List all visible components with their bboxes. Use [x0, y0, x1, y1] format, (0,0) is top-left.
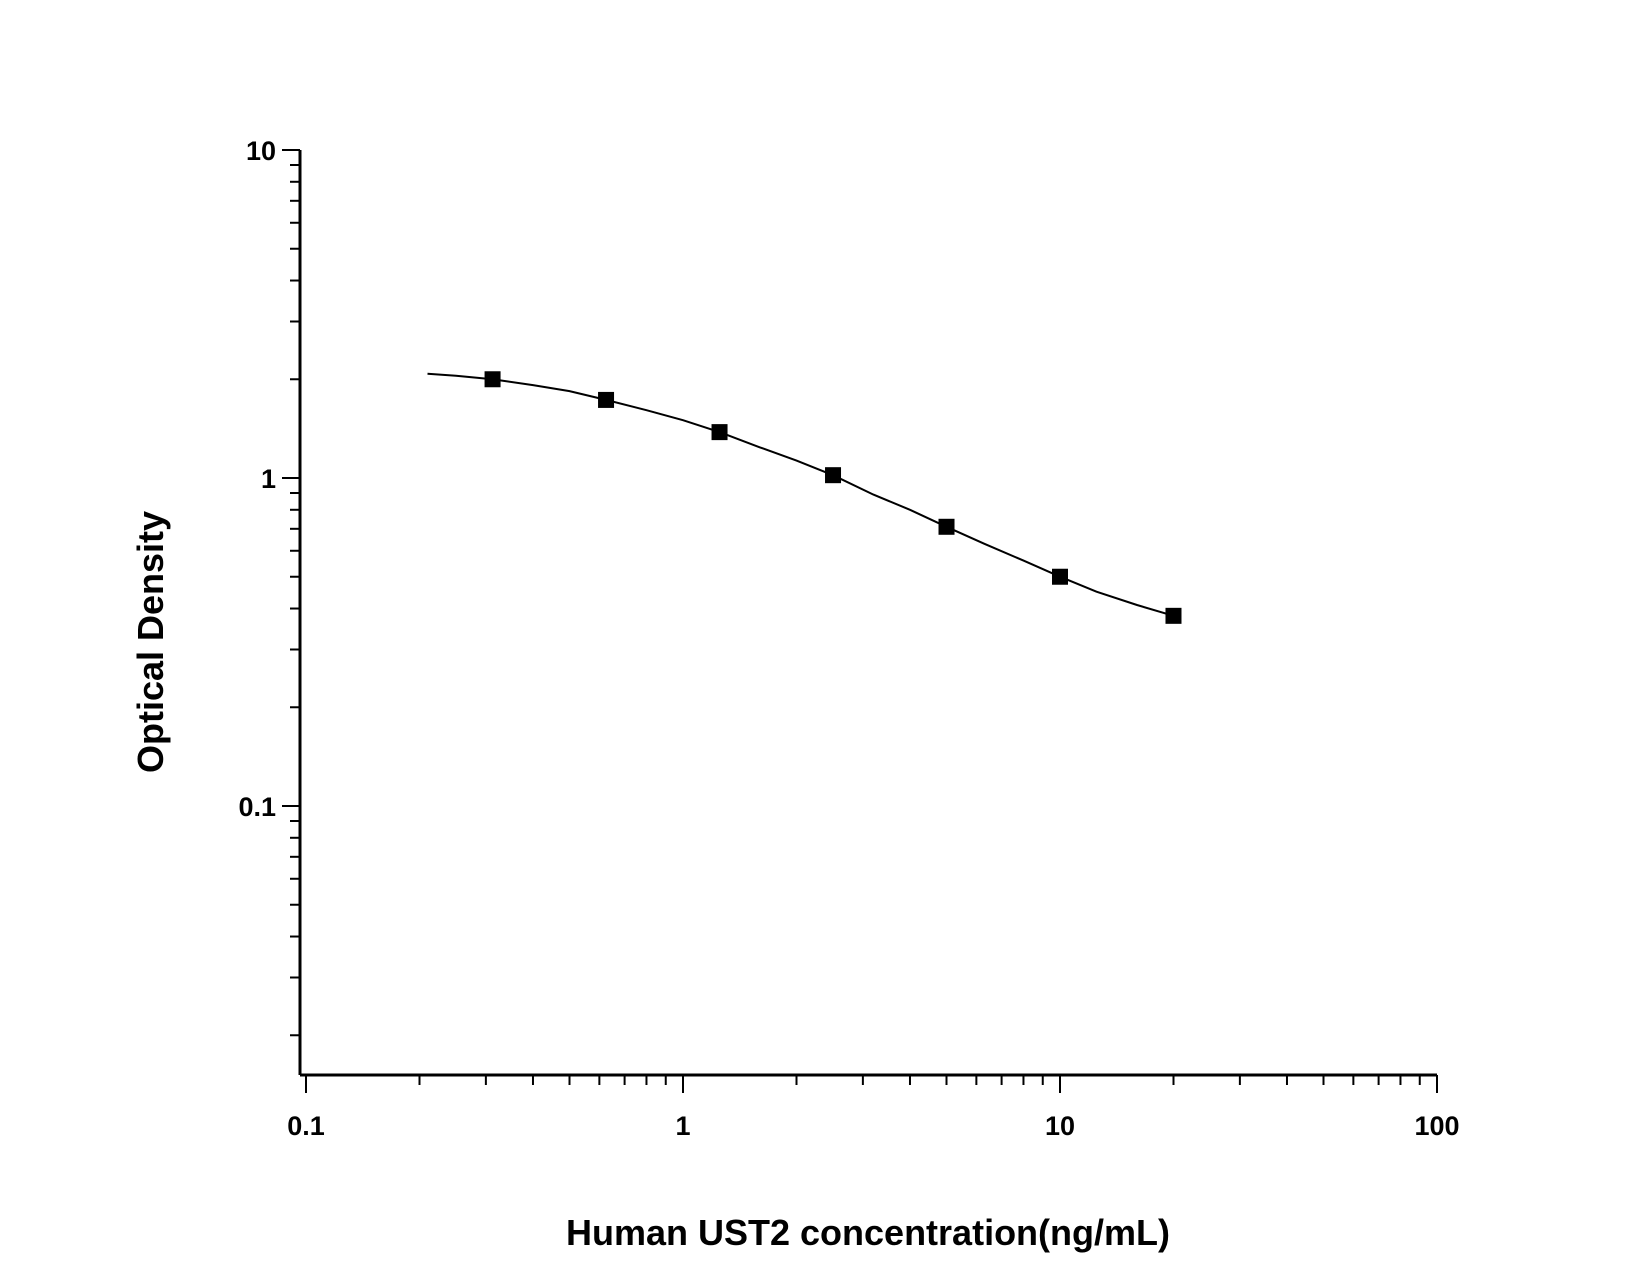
- fit-curve-layer: [427, 372, 1174, 617]
- y-tick-label: 10: [246, 136, 276, 166]
- data-points-layer: [484, 371, 1182, 624]
- y-axis-title: Optical Density: [130, 511, 171, 773]
- data-point: [938, 518, 955, 535]
- x-axis-title: Human UST2 concentration(ng/mL): [566, 1212, 1170, 1253]
- axes: 0.1 1 10 100 0.1 1 10: [238, 136, 1459, 1141]
- y-tick-label: 0.1: [238, 792, 276, 822]
- data-point: [484, 371, 501, 388]
- x-tick-label: 1: [675, 1111, 690, 1141]
- data-point: [825, 467, 842, 484]
- data-point: [711, 424, 728, 441]
- data-point: [1165, 607, 1182, 624]
- x-tick-label: 100: [1414, 1111, 1459, 1141]
- y-tick-label: 1: [261, 464, 276, 494]
- x-tick-label: 10: [1045, 1111, 1075, 1141]
- x-tick-label: 0.1: [287, 1111, 325, 1141]
- data-point: [1052, 568, 1068, 585]
- fit-curve-line: [427, 372, 1174, 617]
- data-point: [598, 391, 615, 408]
